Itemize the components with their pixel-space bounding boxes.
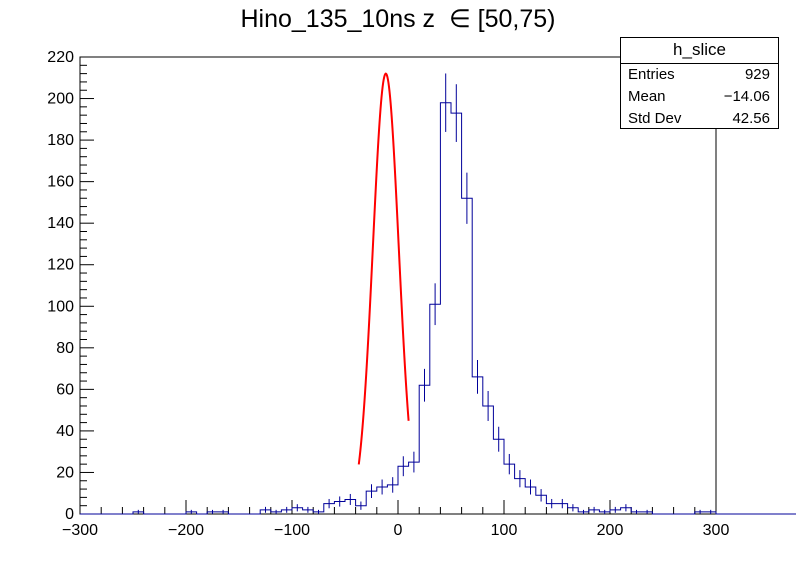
x-tick-label: 100 bbox=[491, 522, 518, 539]
x-tick-label: −200 bbox=[168, 522, 204, 539]
y-tick-label: 120 bbox=[47, 257, 74, 274]
stats-label: Entries bbox=[628, 66, 675, 83]
x-axis: −300 −200 −100 0 100 200 300 bbox=[62, 500, 729, 539]
stats-row-stddev: Std Dev 42.56 bbox=[621, 108, 778, 130]
stats-value: −14.06 bbox=[723, 88, 770, 105]
y-tick-label: 80 bbox=[56, 340, 74, 357]
y-tick-label: 160 bbox=[47, 174, 74, 191]
y-tick-label: 0 bbox=[65, 506, 74, 523]
x-tick-label: −300 bbox=[62, 522, 98, 539]
stats-label: Std Dev bbox=[628, 110, 682, 127]
stats-value: 42.56 bbox=[732, 110, 770, 127]
stats-value: 929 bbox=[744, 66, 770, 83]
stats-label: Mean bbox=[628, 88, 666, 105]
x-tick-label: −100 bbox=[274, 522, 310, 539]
y-tick-label: 20 bbox=[56, 464, 74, 481]
chart-title: Hino_135_10ns z ∈ [50,75) bbox=[240, 5, 556, 33]
x-tick-label: 200 bbox=[597, 522, 624, 539]
histogram-series bbox=[80, 73, 796, 515]
y-tick-label: 100 bbox=[47, 298, 74, 315]
y-tick-label: 220 bbox=[47, 49, 74, 66]
stats-box: h_slice Entries 929 Mean −14.06 Std Dev … bbox=[620, 37, 779, 129]
stats-row-mean: Mean −14.06 bbox=[621, 86, 778, 108]
x-tick-label: 300 bbox=[703, 522, 730, 539]
gaussian-fit bbox=[357, 72, 410, 465]
x-tick-label: 0 bbox=[394, 522, 403, 539]
histogram-outline bbox=[80, 102, 796, 515]
y-tick-label: 200 bbox=[47, 91, 74, 108]
y-axis: 0 20 40 60 80 100 120 140 160 180 200 220 bbox=[47, 49, 94, 523]
stats-row-entries: Entries 929 bbox=[621, 64, 778, 86]
y-tick-label: 180 bbox=[47, 132, 74, 149]
y-tick-label: 40 bbox=[56, 423, 74, 440]
fit-curve bbox=[357, 72, 410, 465]
stats-title: h_slice bbox=[621, 38, 778, 64]
y-tick-label: 60 bbox=[56, 381, 74, 398]
y-tick-label: 140 bbox=[47, 215, 74, 232]
